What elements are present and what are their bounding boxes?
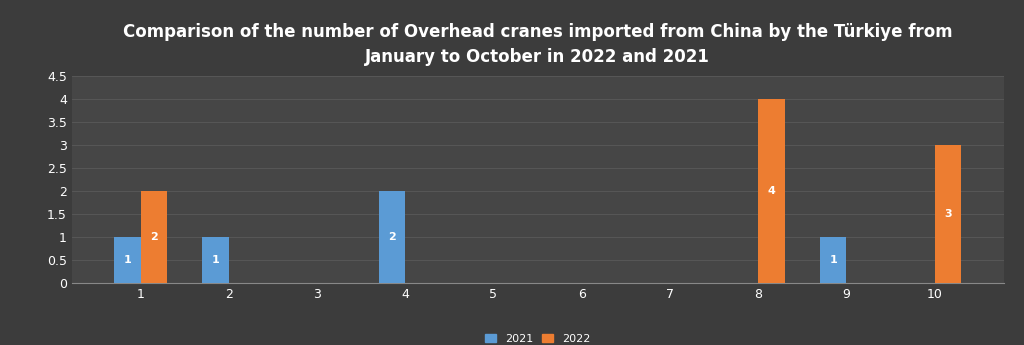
Bar: [935, 145, 962, 283]
Text: 2: 2: [150, 232, 158, 242]
Legend: 2021, 2022: 2021, 2022: [484, 334, 591, 344]
Bar: [758, 99, 784, 283]
Bar: [379, 191, 406, 283]
Bar: [114, 237, 140, 283]
Bar: [140, 191, 167, 283]
Text: 2: 2: [388, 232, 396, 242]
Text: 1: 1: [829, 255, 837, 265]
Title: Comparison of the number of Overhead cranes imported from China by the Türkiye f: Comparison of the number of Overhead cra…: [123, 23, 952, 66]
Bar: [203, 237, 228, 283]
Text: 1: 1: [212, 255, 219, 265]
Text: 1: 1: [124, 255, 131, 265]
Bar: [820, 237, 847, 283]
Text: 4: 4: [768, 186, 775, 196]
Text: 3: 3: [944, 209, 951, 219]
